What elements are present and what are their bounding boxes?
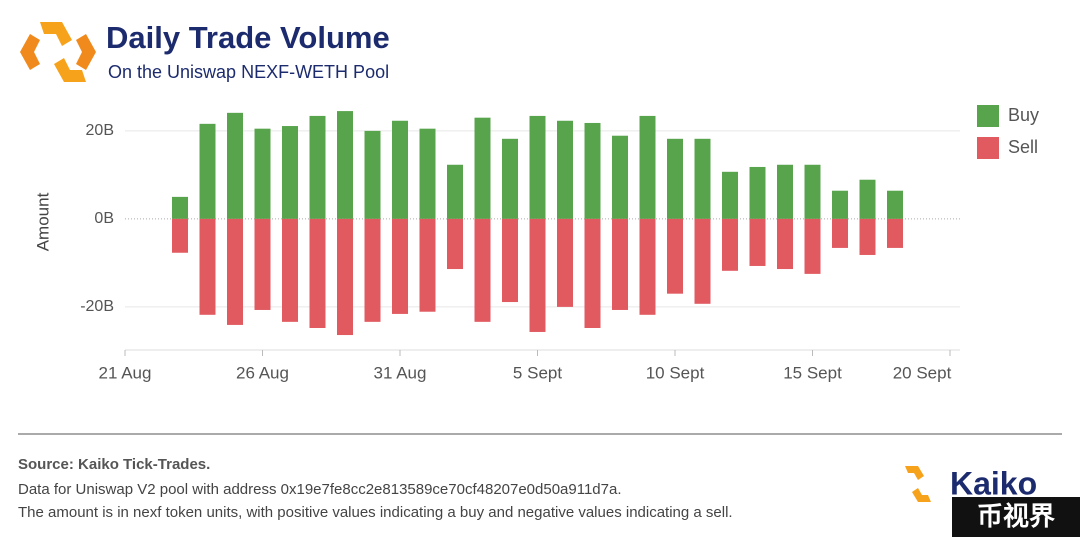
bar <box>529 115 546 219</box>
bar <box>172 218 188 253</box>
bar <box>282 218 298 322</box>
bar <box>749 218 766 266</box>
bar <box>199 218 216 315</box>
bar <box>612 135 628 219</box>
legend-swatch <box>977 137 999 159</box>
bar <box>612 218 628 310</box>
bar <box>887 190 903 219</box>
bar <box>337 218 353 336</box>
bar <box>502 218 518 303</box>
bar <box>309 218 326 328</box>
legend-label: Buy <box>1008 105 1039 125</box>
bar <box>832 190 848 219</box>
bar <box>502 138 518 219</box>
bar <box>309 115 326 219</box>
brand-logo <box>905 466 931 502</box>
bar <box>172 196 188 219</box>
bar <box>282 126 298 219</box>
note: Data for Uniswap V2 pool with address 0x… <box>18 481 622 498</box>
bar <box>474 218 491 322</box>
bar <box>254 128 271 219</box>
bar <box>364 130 381 219</box>
brand: Kaiko <box>950 465 1037 501</box>
legend-swatch <box>977 105 999 127</box>
note: The amount is in nexf token units, with … <box>18 504 733 521</box>
x-tick-label: 20 Sept <box>893 363 952 382</box>
bar <box>227 218 243 325</box>
x-tick-label: 26 Aug <box>236 363 289 382</box>
bar <box>447 218 463 270</box>
x-tick-label: 5 Sept <box>513 363 562 382</box>
x-tick-label: 31 Aug <box>374 363 427 382</box>
chart-subtitle: On the Uniswap NEXF-WETH Pool <box>108 62 389 82</box>
bar <box>777 218 793 270</box>
bar <box>887 218 903 248</box>
bar <box>392 120 408 219</box>
bar <box>447 164 463 219</box>
bar <box>639 115 656 219</box>
bar <box>584 122 601 219</box>
bar <box>584 218 601 328</box>
logo <box>20 22 96 82</box>
bar <box>529 218 546 332</box>
y-axis-label: Amount <box>33 192 52 251</box>
bar <box>777 164 793 219</box>
bar <box>694 138 711 219</box>
bar <box>557 120 573 219</box>
bar <box>227 112 243 219</box>
bar <box>722 218 738 271</box>
chart-title: Daily Trade Volume <box>106 20 390 55</box>
bar <box>694 218 711 304</box>
bar <box>392 218 408 314</box>
watermark: 币视界 <box>977 501 1055 531</box>
y-tick-label: 0B <box>94 210 114 227</box>
bar <box>254 218 271 310</box>
bar <box>199 123 216 219</box>
bar <box>639 218 656 315</box>
source: Source: Kaiko Tick-Trades. <box>18 456 210 473</box>
x-tick-label: 21 Aug <box>99 363 152 382</box>
bar <box>722 171 738 219</box>
bar <box>859 179 876 219</box>
bar <box>804 218 821 274</box>
bar <box>667 218 683 294</box>
bar <box>667 138 683 219</box>
bar <box>419 128 436 219</box>
y-tick-label: 20B <box>86 122 114 139</box>
bar <box>804 164 821 219</box>
bar <box>364 218 381 322</box>
bar <box>557 218 573 307</box>
bar <box>749 166 766 219</box>
x-tick-label: 15 Sept <box>783 363 842 382</box>
watermark-box <box>952 497 1080 537</box>
bar <box>474 117 491 219</box>
bar <box>419 218 436 312</box>
bar <box>337 111 353 219</box>
bar <box>832 218 848 248</box>
legend-label: Sell <box>1008 137 1038 157</box>
x-tick-label: 10 Sept <box>646 363 705 382</box>
y-tick-label: -20B <box>80 298 114 315</box>
bar <box>859 218 876 255</box>
